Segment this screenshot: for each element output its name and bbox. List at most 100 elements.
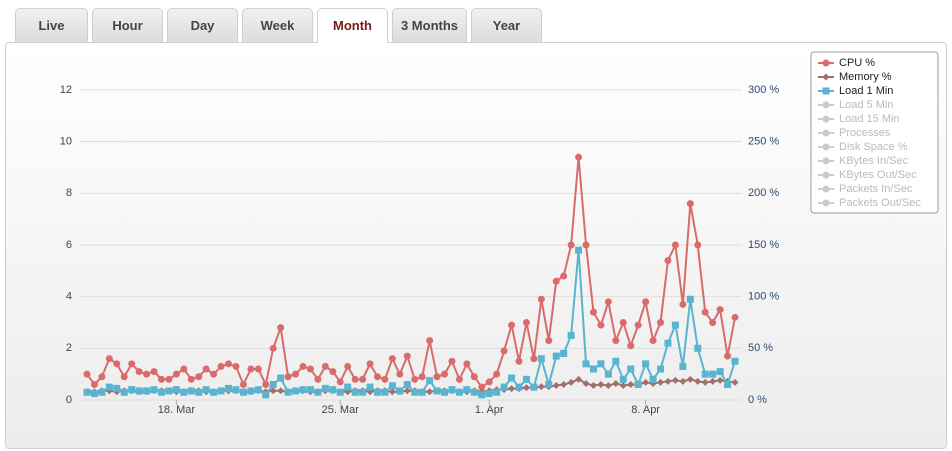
data-point [299, 386, 307, 394]
data-point [604, 370, 612, 378]
data-point [709, 377, 717, 385]
data-point [724, 352, 732, 360]
y-tick-label: 2 [66, 342, 72, 354]
tab[interactable]: Week [242, 8, 313, 42]
data-point [277, 387, 285, 395]
data-point [664, 339, 672, 347]
data-point [478, 391, 486, 399]
data-point [202, 386, 210, 394]
data-point [545, 381, 553, 388]
data-point [508, 374, 516, 382]
data-point [433, 387, 441, 395]
data-point [560, 350, 568, 357]
data-point [441, 370, 449, 378]
data-point [366, 360, 374, 368]
data-point [373, 373, 381, 381]
data-point [686, 200, 694, 208]
data-point [314, 375, 322, 383]
data-point [239, 388, 247, 396]
data-point [187, 375, 195, 383]
legend-label: Load 1 Min [839, 85, 893, 97]
data-point [247, 365, 255, 373]
data-point [686, 295, 694, 303]
x-tick-label: 18. Mar [158, 404, 196, 416]
legend-marker [822, 59, 830, 67]
data-point [597, 360, 605, 368]
data-point [619, 319, 627, 326]
data-point [567, 331, 575, 339]
data-point [657, 319, 665, 326]
tab[interactable]: Month [317, 8, 388, 43]
data-point [433, 373, 441, 381]
legend-label: Packets Out/Sec [839, 197, 921, 209]
data-point [336, 388, 344, 396]
data-point [135, 368, 143, 376]
data-point [351, 375, 359, 383]
data-point [575, 375, 583, 383]
data-point [612, 357, 620, 365]
tab[interactable]: Year [471, 8, 542, 42]
data-point [634, 321, 642, 329]
x-tick-label: 25. Mar [322, 404, 360, 416]
data-point [493, 370, 501, 378]
data-point [90, 381, 98, 388]
legend-label: Load 5 Min [839, 99, 893, 111]
y2-tick-label: 200 % [748, 187, 779, 199]
data-point [359, 388, 367, 396]
data-point [83, 388, 91, 396]
data-point [589, 365, 597, 373]
data-point [530, 355, 538, 363]
data-point [314, 388, 322, 396]
data-point [113, 360, 121, 368]
data-point [180, 365, 188, 373]
data-point [329, 368, 337, 376]
data-point [508, 385, 516, 393]
data-point [172, 370, 180, 378]
data-point [403, 352, 411, 360]
y-tick-label: 8 [66, 187, 72, 199]
data-point [470, 373, 478, 381]
data-point [716, 376, 724, 384]
data-point [664, 257, 672, 264]
data-point [671, 376, 679, 384]
data-point [143, 370, 151, 378]
y2-tick-label: 0 % [748, 394, 767, 406]
legend-marker [822, 185, 830, 193]
data-point [552, 277, 560, 285]
data-point [426, 337, 434, 345]
tab[interactable]: 3 Months [392, 8, 467, 42]
y2-tick-label: 50 % [748, 342, 773, 354]
data-point [537, 383, 545, 391]
data-point [694, 377, 702, 385]
data-point [299, 362, 307, 370]
data-point [381, 388, 389, 396]
data-point [508, 321, 516, 329]
data-point [359, 375, 367, 383]
data-point [105, 355, 113, 363]
tab[interactable]: Hour [92, 8, 163, 42]
data-point [225, 384, 233, 392]
data-point [671, 241, 679, 249]
data-point [269, 344, 277, 352]
data-point [709, 370, 717, 378]
data-point [463, 360, 471, 368]
data-point [336, 378, 344, 386]
tab[interactable]: Live [15, 8, 88, 42]
y2-tick-label: 100 % [748, 291, 779, 303]
data-point [515, 383, 523, 391]
tab[interactable]: Day [167, 8, 238, 42]
data-point [254, 365, 262, 373]
data-point [180, 388, 188, 396]
y-tick-label: 6 [66, 239, 72, 251]
data-point [254, 386, 262, 394]
data-point [575, 246, 583, 254]
data-point [292, 370, 300, 378]
data-point [225, 360, 233, 368]
data-point [701, 308, 709, 316]
data-point [627, 381, 635, 388]
legend-marker [822, 143, 830, 151]
data-point [455, 375, 463, 383]
data-point [604, 298, 612, 306]
data-point [329, 386, 337, 394]
